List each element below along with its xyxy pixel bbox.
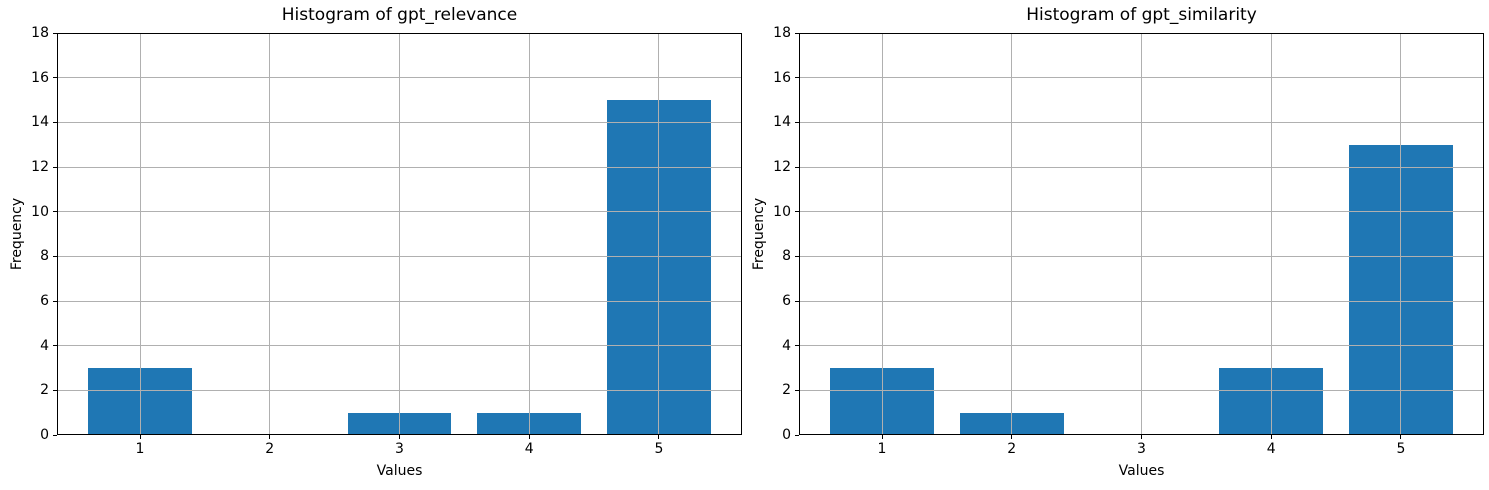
y-tick-mark xyxy=(795,255,799,257)
y-tick-label: 8 xyxy=(40,248,49,265)
y-tick-label: 16 xyxy=(31,69,49,86)
subplot-gpt-similarity: Histogram of gpt_similarity 1 2 3 4 5 0 2 4 6 8 10… xyxy=(751,5,1484,479)
y-tick-label: 12 xyxy=(31,159,49,175)
x-tick-mark xyxy=(881,435,883,439)
y-tick-label: 6 xyxy=(782,293,791,309)
x-tick-label: 4 xyxy=(524,441,534,457)
y-tick-label: 4 xyxy=(40,337,49,354)
y-tick-mark xyxy=(795,300,799,302)
chart-title: Histogram of gpt_similarity xyxy=(1026,5,1257,25)
x-tick-mark xyxy=(528,435,530,439)
y-gridline xyxy=(799,255,1484,257)
y-tick-label: 18 xyxy=(31,25,49,41)
x-tick-mark xyxy=(399,435,400,439)
y-axis-label: Frequency xyxy=(751,197,767,271)
y-tick-label: 2 xyxy=(782,382,791,399)
y-axis-label: Frequency xyxy=(9,197,25,271)
y-gridline xyxy=(57,166,742,168)
y-tick-label: 14 xyxy=(31,114,49,131)
y-tick-label: 12 xyxy=(773,159,791,175)
y-tick-mark xyxy=(795,77,799,79)
y-gridline xyxy=(799,211,1484,213)
x-tick-label: 1 xyxy=(135,441,145,457)
x-tick-mark xyxy=(1011,435,1013,439)
chart-title: Histogram of gpt_relevance xyxy=(281,5,518,25)
x-gridline xyxy=(1270,33,1272,435)
y-tick-mark xyxy=(53,166,57,168)
subplot-gpt-relevance: Histogram of gpt_relevance 1 2 3 4 5 0 2 4 6 8 10 1… xyxy=(9,5,742,479)
x-gridline xyxy=(1011,33,1013,435)
x-gridline xyxy=(881,33,883,435)
y-tick-mark xyxy=(795,32,799,34)
x-tick-mark xyxy=(1141,435,1142,439)
y-tick-label: 0 xyxy=(782,427,791,443)
y-gridline xyxy=(57,211,742,213)
y-tick-label: 6 xyxy=(40,293,49,309)
y-tick-mark xyxy=(795,166,799,168)
x-tick-mark xyxy=(269,435,271,439)
y-tick-mark xyxy=(53,121,57,123)
x-tick-label: 1 xyxy=(877,441,887,457)
y-tick-mark xyxy=(53,300,57,302)
y-tick-mark xyxy=(53,345,57,347)
x-tick-label: 5 xyxy=(654,441,664,457)
y-gridline xyxy=(799,77,1484,79)
x-tick-label: 5 xyxy=(1396,441,1406,457)
y-tick-mark xyxy=(795,345,799,347)
y-tick-label: 10 xyxy=(773,203,791,220)
y-gridline xyxy=(57,389,742,391)
y-tick-mark xyxy=(795,211,799,213)
x-tick-mark xyxy=(139,435,141,439)
x-tick-label: 3 xyxy=(395,441,404,457)
plot-area: 1 2 3 4 5 0 2 4 6 8 10 12 14 16 18 xyxy=(773,25,1484,457)
x-gridline xyxy=(269,33,271,435)
x-tick-mark xyxy=(1400,435,1402,439)
x-axis-label: Values xyxy=(1118,463,1165,479)
x-tick-mark xyxy=(658,435,660,439)
y-tick-label: 0 xyxy=(40,427,49,443)
plot-area: 1 2 3 4 5 0 2 4 6 8 10 12 14 16 18 xyxy=(31,25,742,457)
y-tick-label: 10 xyxy=(31,203,49,220)
x-gridline xyxy=(528,33,530,435)
y-gridline xyxy=(799,121,1484,123)
y-gridline xyxy=(57,255,742,257)
y-gridline xyxy=(799,345,1484,347)
y-tick-mark xyxy=(795,121,799,123)
y-tick-mark xyxy=(53,77,57,79)
y-tick-mark xyxy=(795,434,799,436)
y-tick-mark xyxy=(53,389,57,391)
x-tick-label: 2 xyxy=(265,441,275,457)
y-tick-label: 16 xyxy=(773,69,791,86)
y-gridline xyxy=(799,389,1484,391)
y-gridline xyxy=(57,77,742,79)
x-tick-label: 4 xyxy=(1266,441,1276,457)
y-tick-mark xyxy=(795,389,799,391)
y-gridline xyxy=(57,345,742,347)
x-gridline xyxy=(399,33,400,435)
x-gridline xyxy=(1400,33,1402,435)
x-tick-label: 3 xyxy=(1137,441,1146,457)
x-tick-mark xyxy=(1270,435,1272,439)
y-tick-label: 14 xyxy=(773,114,791,131)
y-tick-label: 8 xyxy=(782,248,791,265)
y-gridline xyxy=(57,121,742,123)
y-gridline xyxy=(799,166,1484,168)
y-tick-mark xyxy=(53,211,57,213)
x-gridline xyxy=(139,33,141,435)
y-tick-label: 4 xyxy=(782,337,791,354)
y-tick-label: 2 xyxy=(40,382,49,399)
x-axis-label: Values xyxy=(376,463,423,479)
y-gridline xyxy=(57,300,742,302)
x-gridline xyxy=(1141,33,1142,435)
x-gridline xyxy=(658,33,660,435)
y-tick-mark xyxy=(53,255,57,257)
x-tick-label: 2 xyxy=(1007,441,1017,457)
y-tick-mark xyxy=(53,32,57,34)
y-tick-mark xyxy=(53,434,57,436)
y-tick-label: 18 xyxy=(773,25,791,41)
y-gridline xyxy=(799,300,1484,302)
